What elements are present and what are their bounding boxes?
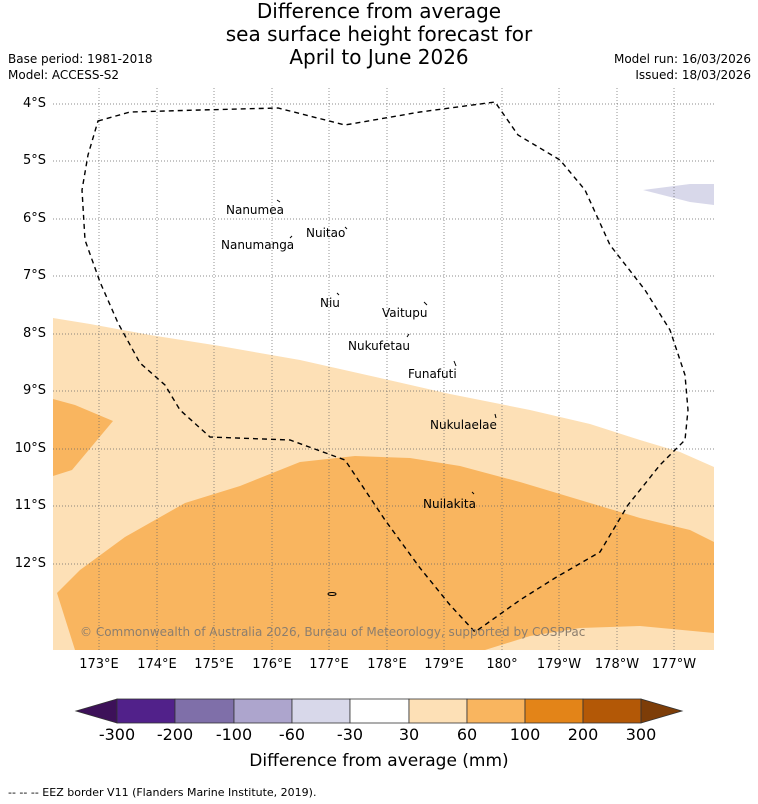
lon-label: 174°E: [137, 657, 177, 672]
lat-label: 10°S: [14, 441, 46, 456]
colorbar-title: Difference from average (mm): [249, 751, 509, 771]
island-mark-funafuti: [453, 360, 457, 367]
map-plot-area: [53, 88, 714, 650]
lat-label: 12°S: [14, 556, 46, 571]
colorbar: [74, 698, 684, 724]
island-mark-nukufetau: [406, 333, 410, 338]
title-line-1: Difference from average: [256, 0, 502, 23]
island-mark-vaitupu: [423, 301, 428, 306]
colorbar-segment: [524, 698, 584, 724]
colorbar-label: -100: [215, 725, 253, 744]
base-period: Base period: 1981-2018: [8, 52, 153, 66]
colorbar-extension-low: [74, 698, 118, 724]
island-mark-nanumea: [276, 199, 281, 203]
eez-legend-note: -- -- -- EEZ border V11 (Flanders Marine…: [8, 786, 317, 799]
lat-label: 11°S: [14, 498, 46, 513]
place-label-vaitupu: Vaitupu: [382, 306, 428, 320]
lat-label: 4°S: [22, 96, 46, 111]
eez-border-line: [81, 101, 689, 633]
colorbar-segment: [174, 698, 235, 724]
model-name: Model: ACCESS-S2: [8, 68, 120, 82]
colorbar-segment: [233, 698, 293, 724]
lon-label: 178°E: [367, 657, 407, 672]
colorbar-label: 300: [625, 725, 657, 744]
colorbar-segment: [349, 698, 410, 724]
island-mark-reef: [327, 592, 337, 596]
place-label-niu: Niu: [320, 296, 340, 310]
place-label-nuilakita: Nuilakita: [423, 497, 476, 511]
lon-label: 176°E: [252, 657, 292, 672]
lon-label: 177°E: [309, 657, 349, 672]
lon-label: 178°W: [594, 657, 640, 672]
island-mark-nuitao: [344, 226, 348, 230]
colorbar-label: -200: [156, 725, 194, 744]
place-label-nukufetau: Nukufetau: [348, 339, 411, 353]
island-mark-niu: [336, 292, 340, 296]
colorbar-label: 60: [456, 725, 478, 744]
grid-lines: [53, 88, 714, 650]
lat-label: 6°S: [22, 211, 46, 226]
island-mark-nuilakita: [471, 491, 475, 495]
lon-label: 177°W: [651, 657, 697, 672]
lat-label: 7°S: [22, 268, 46, 283]
lon-label: 180°: [486, 657, 518, 672]
colorbar-label: 100: [509, 725, 541, 744]
colorbar-label: 200: [567, 725, 599, 744]
colorbar-extension-high: [640, 698, 684, 724]
colorbar-label: -30: [336, 725, 364, 744]
place-label-nanumanga: Nanumanga: [221, 238, 295, 252]
colorbar-label: -300: [98, 725, 136, 744]
island-mark-nukulaelae: [494, 413, 497, 419]
lon-label: 173°E: [79, 657, 119, 672]
place-label-nuitao: Nuitao: [306, 226, 346, 240]
lat-label: 9°S: [22, 383, 46, 398]
title-line-2: sea surface height forecast for: [225, 22, 533, 46]
island-mark-nanumanga: [289, 235, 293, 239]
place-label-nanumea: Nanumea: [226, 203, 284, 217]
model-run: Model run: 16/03/2026: [613, 52, 751, 66]
colorbar-label: -60: [278, 725, 306, 744]
place-label-nukulaelae: Nukulaelae: [430, 418, 497, 432]
colorbar-label: 30: [398, 725, 420, 744]
place-label-funafuti: Funafuti: [408, 367, 457, 381]
colorbar-segment: [116, 698, 176, 724]
lon-label: 179°E: [424, 657, 464, 672]
colorbar-segment: [582, 698, 642, 724]
issued-date: Issued: 18/03/2026: [635, 68, 751, 82]
island-markers: [276, 199, 497, 596]
lon-label: 179°W: [536, 657, 582, 672]
lon-label: 175°E: [194, 657, 234, 672]
title-line-3: April to June 2026: [289, 45, 469, 69]
lat-label: 5°S: [22, 153, 46, 168]
colorbar-segment: [466, 698, 526, 724]
copyright-notice: © Commonwealth of Australia 2026, Bureau…: [80, 625, 586, 639]
anomaly-region-neg30-60: [643, 184, 714, 205]
anomaly-region-60-100-west: [53, 399, 113, 476]
colorbar-segment: [408, 698, 468, 724]
colorbar-segment: [291, 698, 351, 724]
anomaly-region-60-100-south: [57, 456, 714, 650]
lat-label: 8°S: [22, 326, 46, 341]
